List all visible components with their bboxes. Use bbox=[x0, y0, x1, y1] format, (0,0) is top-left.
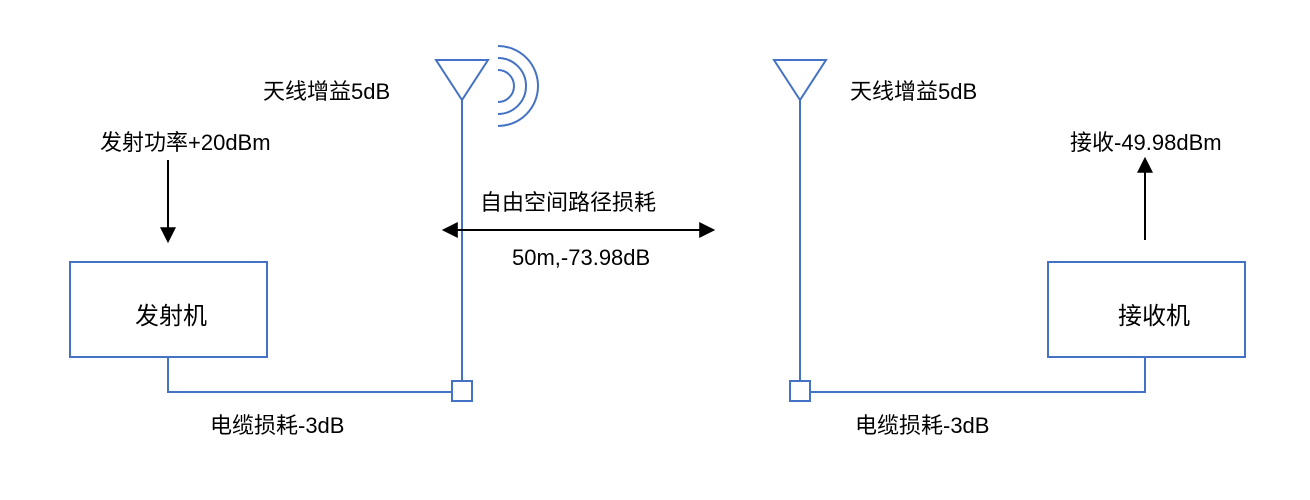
rf-link-diagram bbox=[0, 0, 1310, 500]
tx-power-label: 发射功率+20dBm bbox=[100, 125, 271, 157]
rx-antenna-gain-label: 天线增益5dB bbox=[850, 74, 977, 106]
fspl-value-label: 50m,-73.98dB bbox=[512, 245, 650, 271]
wave-arc-1 bbox=[498, 70, 514, 102]
fspl-title-label: 自由空间路径损耗 bbox=[480, 185, 656, 217]
tx-antenna-gain-label: 天线增益5dB bbox=[263, 74, 390, 106]
tx-cable bbox=[168, 357, 452, 392]
tx-antenna-base bbox=[452, 381, 472, 401]
receiver-label: 接收机 bbox=[1118, 296, 1190, 331]
rx-cable-loss-label: 电缆损耗-3dB bbox=[855, 408, 989, 440]
tx-antenna-icon bbox=[436, 60, 488, 100]
transmitter-label: 发射机 bbox=[135, 296, 207, 331]
rx-antenna-base bbox=[790, 381, 810, 401]
rx-antenna-icon bbox=[774, 60, 826, 100]
tx-cable-loss-label: 电缆损耗-3dB bbox=[210, 408, 344, 440]
rx-power-label: 接收-49.98dBm bbox=[1070, 125, 1222, 157]
wave-arc-2 bbox=[498, 58, 526, 114]
rx-cable bbox=[810, 357, 1145, 392]
